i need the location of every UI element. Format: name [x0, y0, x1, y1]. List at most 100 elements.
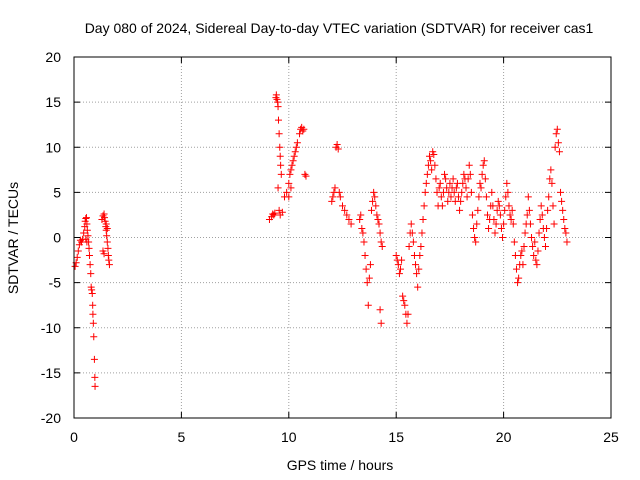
- data-point: [333, 141, 341, 149]
- x-tick-label: 10: [281, 429, 297, 445]
- data-point: [102, 220, 110, 228]
- data-point: [286, 170, 294, 178]
- data-point: [361, 252, 369, 260]
- data-point: [366, 261, 374, 269]
- data-point: [358, 224, 366, 232]
- data-point: [287, 184, 295, 192]
- data-point: [495, 202, 503, 210]
- data-point: [505, 202, 513, 210]
- data-point: [275, 130, 283, 138]
- data-point: [103, 232, 111, 240]
- data-point: [489, 202, 497, 210]
- data-point: [473, 220, 481, 228]
- data-point: [91, 373, 99, 381]
- data-point: [446, 179, 454, 187]
- data-point: [528, 234, 536, 241]
- data-point: [543, 224, 551, 232]
- data-point: [376, 229, 384, 237]
- data-point: [103, 238, 111, 246]
- data-point: [396, 265, 404, 273]
- data-point: [367, 206, 375, 214]
- data-point: [551, 143, 559, 151]
- data-point: [432, 175, 440, 183]
- data-point: [424, 161, 432, 169]
- data-point: [427, 157, 435, 165]
- data-point: [362, 265, 370, 273]
- data-point: [494, 197, 502, 205]
- data-point: [375, 220, 383, 228]
- data-point: [417, 243, 425, 251]
- data-point: [479, 161, 487, 169]
- data-point: [274, 184, 282, 192]
- data-point: [532, 256, 540, 264]
- data-point: [437, 193, 445, 201]
- data-point: [559, 206, 567, 214]
- data-point: [533, 261, 541, 269]
- data-point: [475, 193, 483, 201]
- data-point: [271, 209, 279, 217]
- data-points: [71, 91, 571, 390]
- data-point: [403, 319, 411, 327]
- data-point: [85, 252, 93, 260]
- x-tick-label: 25: [603, 429, 619, 445]
- data-point: [372, 202, 380, 210]
- data-point: [520, 243, 528, 251]
- data-point: [501, 206, 509, 214]
- x-tick-label: 20: [496, 429, 512, 445]
- axis-ticks: 0 5 10 15 20 25 -20 -15 -10 -5 0 5 10 15 20: [41, 49, 619, 445]
- data-point: [561, 224, 569, 232]
- data-point: [274, 103, 282, 111]
- data-point: [405, 243, 413, 251]
- data-point: [550, 220, 558, 228]
- data-point: [552, 130, 560, 138]
- data-point: [299, 127, 307, 135]
- data-point: [83, 226, 91, 234]
- data-point: [456, 206, 464, 214]
- data-point: [431, 161, 439, 169]
- data-point: [274, 116, 282, 124]
- data-point: [530, 252, 538, 260]
- data-point: [503, 179, 511, 187]
- data-point: [504, 188, 512, 196]
- data-point: [395, 270, 403, 278]
- data-point: [398, 256, 406, 264]
- data-point: [430, 150, 438, 158]
- data-point: [514, 279, 522, 287]
- data-point: [409, 238, 417, 246]
- data-point: [401, 301, 409, 309]
- data-point: [468, 211, 476, 219]
- data-point: [345, 215, 353, 223]
- data-point: [357, 211, 365, 219]
- data-point: [87, 270, 95, 278]
- data-point: [534, 247, 542, 255]
- data-point: [301, 170, 309, 178]
- data-point: [420, 202, 428, 210]
- data-point: [407, 220, 415, 228]
- data-point: [555, 148, 563, 156]
- data-point: [419, 215, 427, 223]
- data-point: [546, 175, 554, 183]
- data-point: [415, 265, 423, 273]
- data-point: [80, 229, 88, 237]
- data-point: [490, 215, 498, 223]
- data-point: [464, 175, 472, 183]
- data-point: [302, 172, 310, 180]
- data-point: [336, 193, 344, 201]
- data-point: [442, 175, 450, 183]
- data-point: [328, 197, 336, 205]
- data-point: [535, 229, 543, 237]
- y-tick-label: -15: [41, 365, 61, 381]
- data-point: [88, 286, 96, 294]
- data-point: [343, 211, 351, 219]
- data-point: [408, 229, 416, 237]
- data-point: [400, 297, 408, 305]
- data-point: [536, 215, 544, 223]
- data-point: [370, 188, 378, 196]
- data-point: [558, 197, 566, 205]
- data-point: [549, 202, 557, 210]
- data-point: [289, 157, 297, 165]
- data-point: [276, 152, 284, 160]
- y-axis-label: SDTVAR / TECUs: [5, 182, 21, 294]
- data-point: [483, 211, 491, 219]
- data-point: [537, 202, 545, 210]
